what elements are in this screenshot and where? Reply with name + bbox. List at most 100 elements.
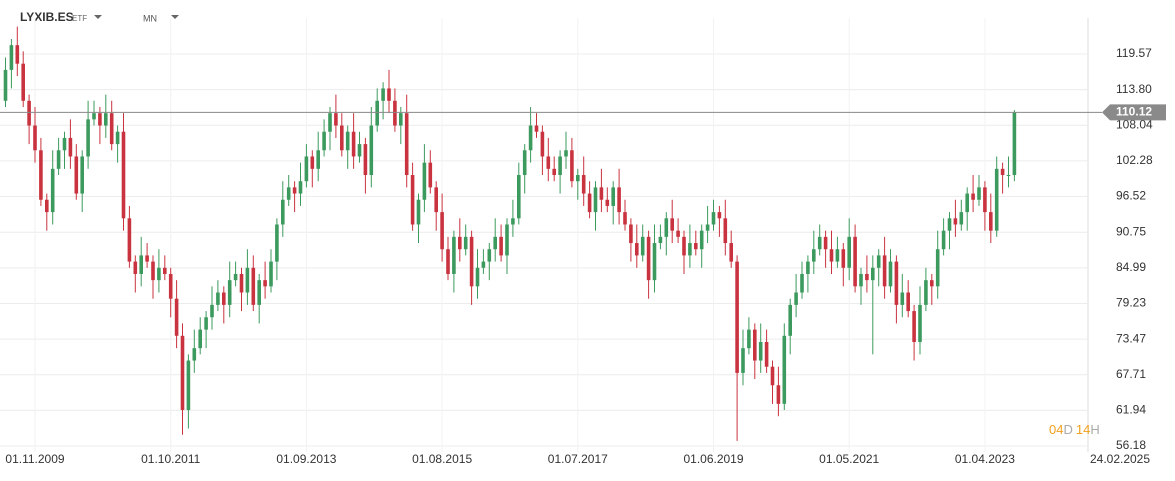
candle-body [1006, 175, 1011, 177]
candle-body [646, 236, 651, 281]
candle-body [876, 255, 881, 268]
candle-body [458, 236, 462, 250]
countdown: 04D 14H [1049, 422, 1100, 437]
candle-body [528, 125, 533, 151]
candle-body [558, 156, 562, 176]
candle-body [245, 267, 250, 293]
candle-body [3, 69, 8, 101]
candle-body [434, 187, 438, 213]
symbol[interactable]: LYXIB.ES [20, 10, 74, 24]
candle-body [316, 150, 320, 169]
candle-body [121, 131, 126, 219]
candle-body [965, 193, 969, 213]
candle-body [387, 88, 391, 101]
candle-body [98, 113, 102, 126]
candle-body [865, 273, 869, 281]
candle-body [257, 280, 261, 305]
candle-body [139, 255, 143, 274]
candle-body [151, 261, 155, 281]
candle-body [157, 267, 161, 281]
candle-body [463, 236, 468, 250]
candle-body [481, 261, 486, 268]
y-tick-label: 84.99 [1116, 260, 1146, 274]
candle-body [599, 187, 604, 200]
candle-body [227, 280, 232, 305]
candle-body [1000, 168, 1005, 176]
interval-dropdown[interactable] [171, 15, 179, 19]
candle-body [564, 150, 568, 157]
candle-body [522, 150, 527, 176]
candle-body [410, 175, 415, 225]
x-tick-label: 01.08.2015 [412, 452, 472, 466]
x-tick-label: 01.09.2013 [276, 452, 336, 466]
candle-body [21, 63, 25, 101]
candle-body [109, 113, 114, 145]
candle-body [39, 150, 43, 200]
candle-body [747, 329, 751, 349]
candle-body [776, 385, 781, 404]
candle-body [930, 280, 934, 287]
candle-body [86, 119, 90, 157]
candle-body [894, 261, 899, 305]
candle-body [275, 224, 279, 262]
y-tick-label: 96.52 [1116, 189, 1146, 203]
candle-body [27, 100, 31, 126]
candle-body [652, 243, 657, 281]
candle-body [292, 187, 297, 194]
candle-body [168, 273, 173, 299]
candle-body [817, 236, 822, 250]
candle-body [552, 168, 556, 176]
candle-body [281, 199, 285, 225]
candle-body [499, 236, 503, 256]
candle-body [50, 168, 55, 213]
candle-body [363, 144, 368, 176]
candle-body [534, 125, 539, 132]
candle-body [56, 150, 61, 169]
y-tick-label: 119.57 [1116, 46, 1152, 60]
candle-body [115, 131, 120, 145]
candle-body [570, 150, 574, 182]
candle-body [705, 224, 710, 231]
candle-body [334, 113, 338, 126]
candle-body [540, 131, 545, 157]
candle-body [918, 304, 922, 342]
candle-body [741, 348, 745, 373]
candle-body [829, 249, 834, 262]
candle-body [345, 131, 350, 151]
candle-body [210, 304, 214, 318]
candle-body [192, 348, 197, 361]
candle-body [127, 218, 132, 262]
candle-body [581, 175, 586, 194]
candle-body [304, 156, 309, 182]
candle-body [546, 156, 551, 169]
candle-body [859, 273, 863, 287]
candle-body [723, 218, 728, 244]
y-tick-label: 67.71 [1116, 367, 1146, 381]
candle-body [912, 311, 916, 342]
candle-body [9, 45, 14, 70]
symbol-dropdown[interactable] [94, 15, 102, 19]
candle-body [186, 360, 191, 411]
candle-body [847, 236, 851, 268]
candle-body [676, 230, 680, 237]
interval[interactable]: MN [143, 13, 157, 23]
candle-body [888, 261, 893, 287]
candle-body [971, 193, 975, 200]
candle-body [699, 230, 704, 250]
candle-body [658, 236, 663, 244]
candle-body [900, 292, 905, 305]
candle-body [45, 199, 49, 213]
x-tick-label: 01.11.2009 [5, 452, 64, 466]
candle-body [216, 292, 220, 305]
candle-body [487, 249, 492, 262]
candle-body [505, 224, 509, 256]
candle-body [758, 341, 763, 361]
candle-body [729, 243, 733, 262]
candle-body [629, 224, 633, 244]
candle-body [369, 125, 374, 176]
candle-body [935, 249, 940, 287]
candle-body [33, 125, 37, 151]
x-tick-label: 01.07.2017 [548, 452, 608, 466]
candle-body [587, 193, 592, 213]
candle-body [351, 131, 356, 157]
